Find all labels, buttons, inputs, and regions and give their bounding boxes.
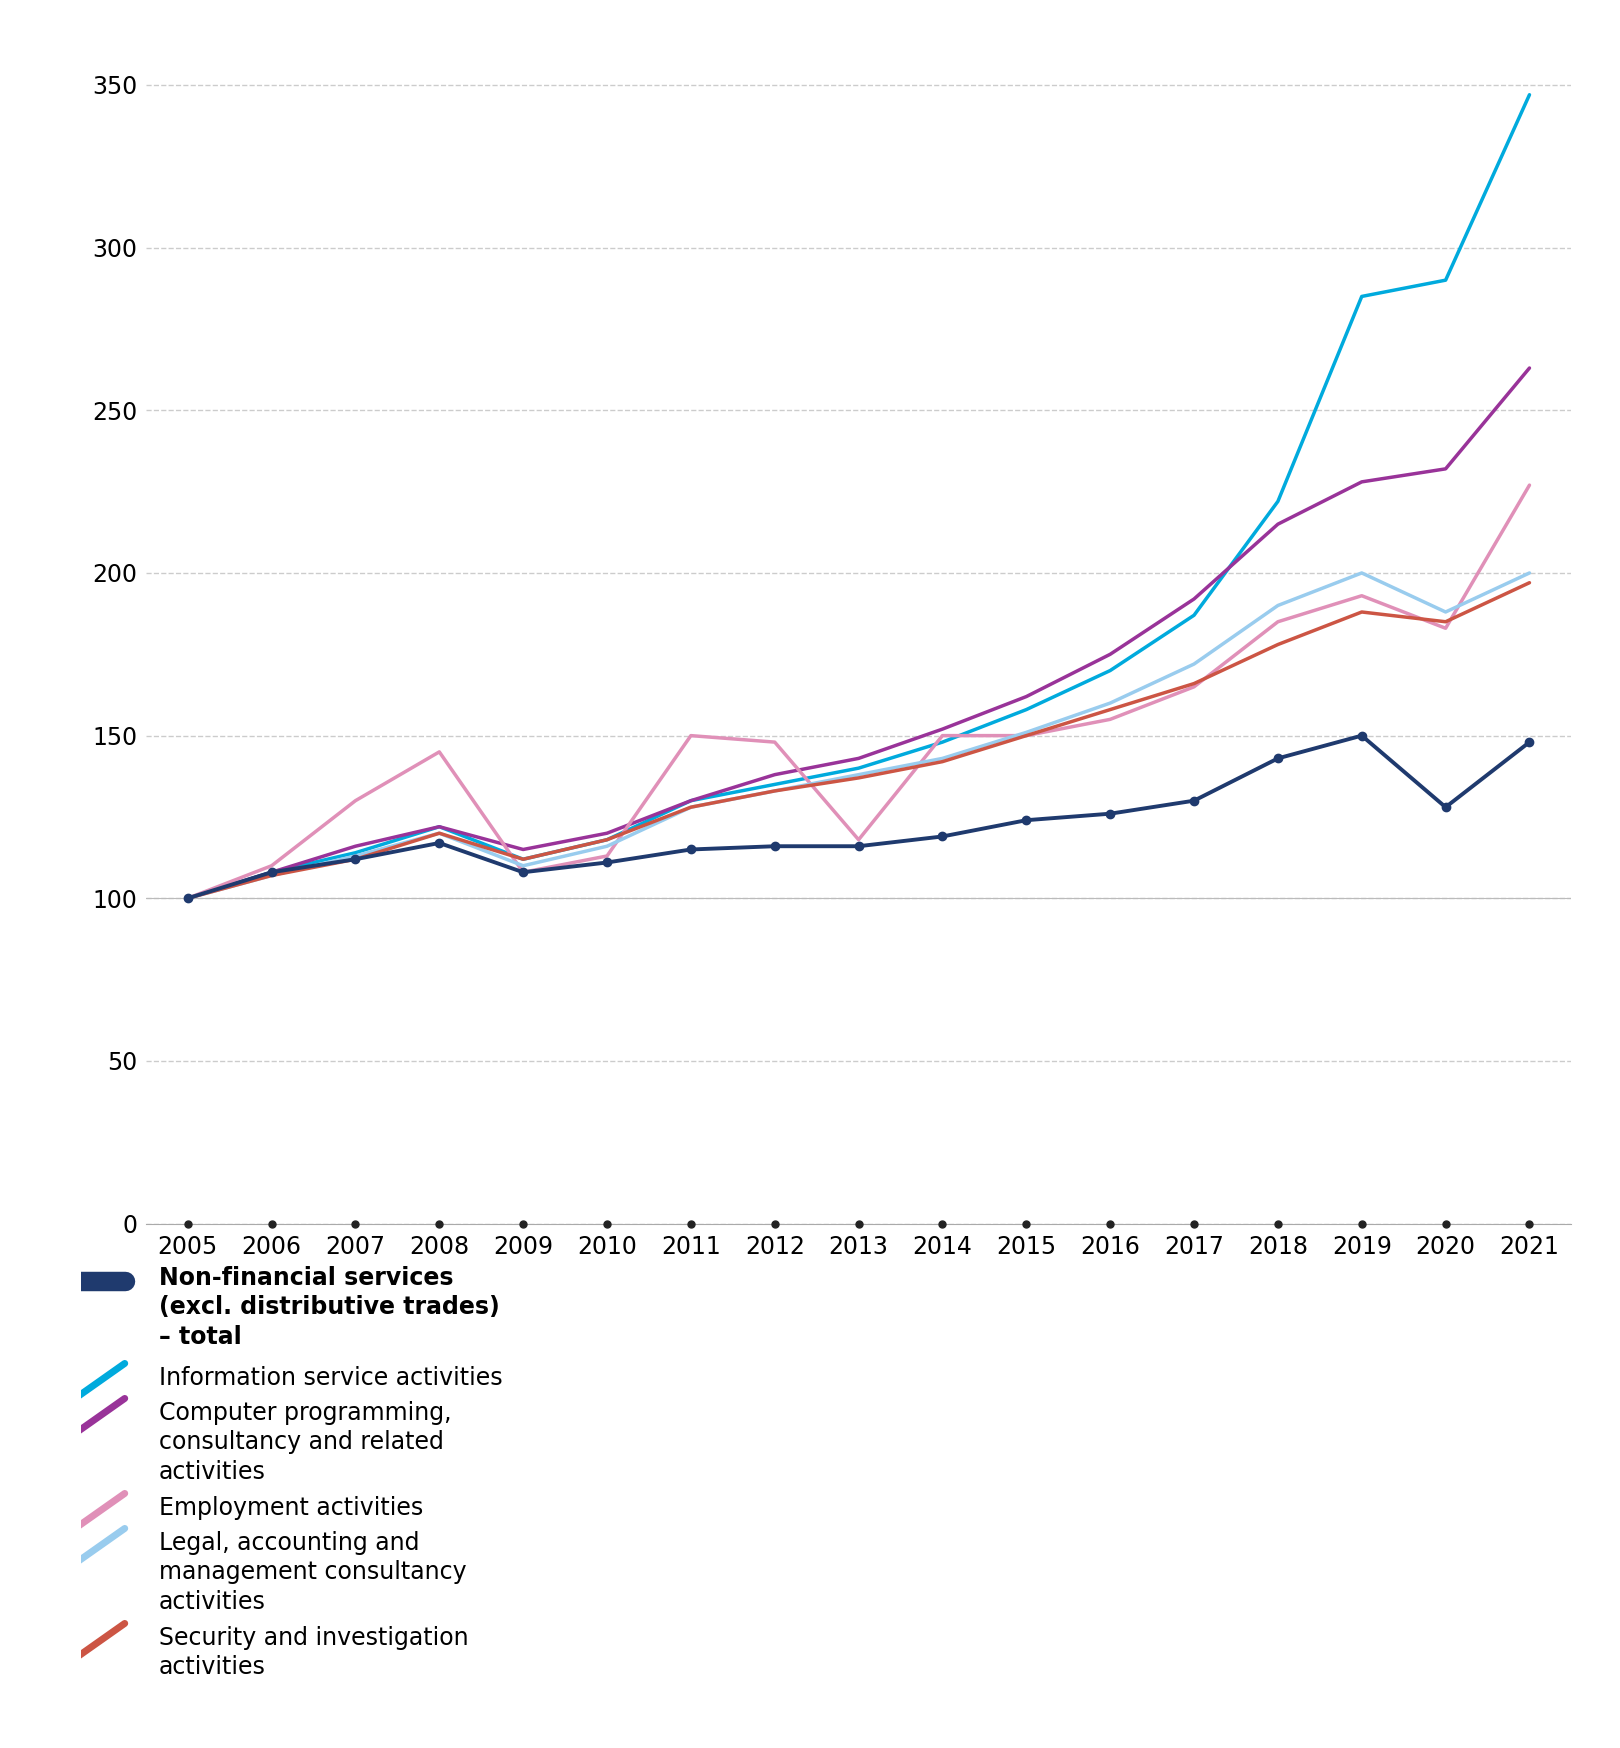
Text: Security and investigation
activities: Security and investigation activities: [159, 1626, 468, 1680]
Text: Non-financial services
(excl. distributive trades)
– total: Non-financial services (excl. distributi…: [159, 1266, 499, 1349]
Text: Computer programming,
consultancy and related
activities: Computer programming, consultancy and re…: [159, 1400, 452, 1484]
Text: Legal, accounting and
management consultancy
activities: Legal, accounting and management consult…: [159, 1531, 467, 1613]
Text: Information service activities: Information service activities: [159, 1365, 502, 1390]
Text: Employment activities: Employment activities: [159, 1496, 423, 1519]
